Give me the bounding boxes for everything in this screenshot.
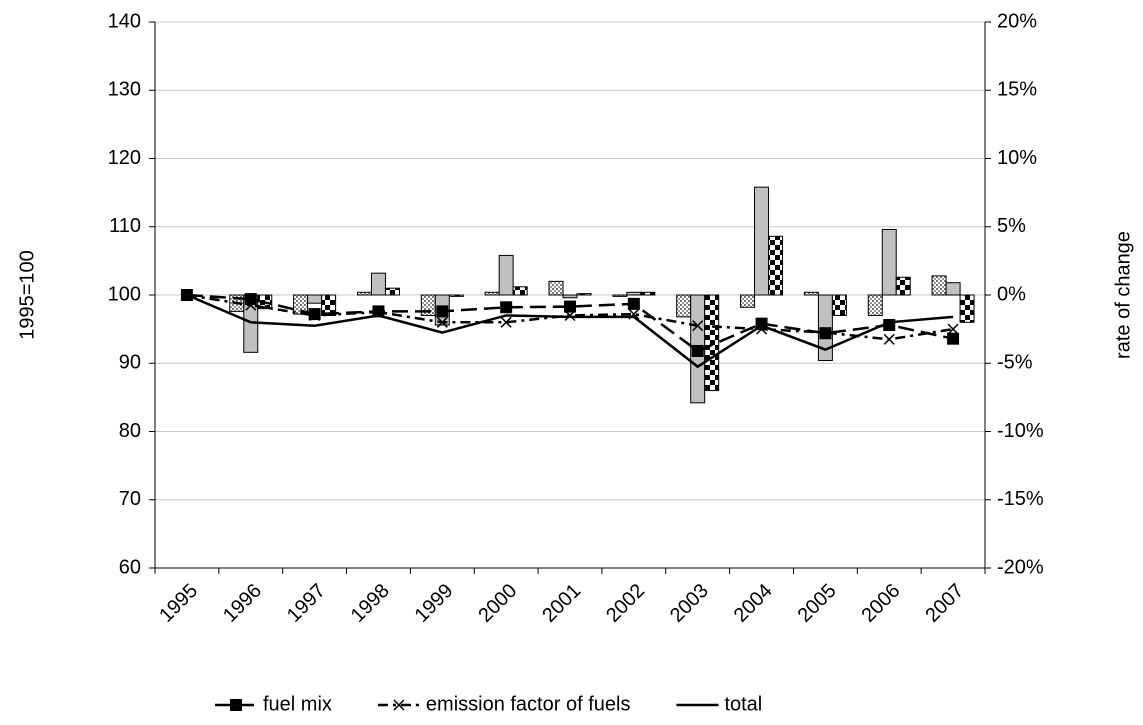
bar [931, 275, 947, 296]
bar [881, 228, 897, 296]
y-tick-label: 60 [119, 556, 141, 578]
bar [448, 294, 464, 297]
x-tick-label: 2000 [474, 580, 521, 627]
bar [498, 254, 514, 296]
bar [640, 291, 656, 296]
bar [867, 294, 883, 316]
point [245, 299, 257, 311]
point [947, 323, 959, 335]
bar [484, 291, 500, 296]
y2-tick-label: -20% [997, 556, 1044, 578]
bar [576, 293, 592, 296]
point [947, 332, 960, 345]
point [309, 309, 321, 322]
bar [895, 276, 911, 296]
bar [384, 287, 400, 296]
x-tick-label: 1996 [219, 580, 266, 627]
y-axis-title: 1995=100 [16, 250, 38, 340]
x-tick-label: 2004 [730, 580, 777, 627]
y2-tick-label: 15% [997, 79, 1037, 101]
y-tick-label: 110 [109, 215, 141, 237]
legend-label: fuel mix [263, 693, 332, 715]
line [186, 293, 954, 369]
point [883, 333, 895, 345]
x-tick-label: 2002 [602, 580, 649, 627]
legend-marker [393, 699, 405, 711]
x-tick-label: 2005 [794, 580, 841, 627]
bar [768, 235, 784, 296]
point [564, 300, 576, 313]
x-tick-label: 2006 [857, 580, 904, 627]
point [436, 316, 448, 328]
y2-tick-label: -5% [997, 352, 1033, 374]
point [500, 316, 512, 328]
point [181, 289, 193, 301]
point [308, 308, 321, 321]
bar [356, 291, 372, 296]
bar [626, 291, 642, 296]
y-tick-label: 100 [108, 283, 141, 305]
y-tick-label: 90 [119, 352, 141, 374]
bar [754, 186, 770, 296]
bar [612, 294, 628, 297]
y2-tick-label: 20% [997, 10, 1037, 32]
y2-tick-label: 0% [997, 283, 1026, 305]
y2-tick-label: -10% [997, 420, 1044, 442]
bar [562, 294, 578, 299]
x-tick-label: 2001 [538, 580, 585, 627]
bar [945, 282, 961, 296]
y-tick-label: 130 [108, 79, 141, 101]
bar [676, 294, 692, 318]
y-tick-label: 140 [108, 10, 141, 32]
point [819, 327, 831, 339]
y-tick-label: 70 [119, 488, 141, 510]
bar [704, 294, 720, 392]
y2-tick-label: 10% [997, 147, 1037, 169]
bar [740, 294, 756, 308]
legend-marker [230, 699, 242, 711]
point [436, 305, 449, 318]
x-tick-label: 1998 [347, 580, 394, 627]
bar [548, 280, 564, 296]
bar [959, 294, 975, 323]
bar [307, 294, 323, 304]
point [244, 293, 257, 306]
point [692, 320, 704, 332]
x-tick-label: 1997 [283, 580, 330, 627]
legend-label: emission factor of fuels [426, 693, 631, 715]
y2-tick-label: -15% [997, 488, 1044, 510]
x-tick-label: 1995 [155, 580, 202, 627]
y2-tick-label: 5% [997, 215, 1026, 237]
point [500, 301, 513, 314]
y-tick-label: 120 [108, 147, 141, 169]
y2-axis-title: rate of change [1112, 231, 1134, 359]
point [691, 344, 704, 357]
y-tick-label: 80 [119, 420, 141, 442]
point [564, 309, 576, 322]
x-tick-label: 2007 [921, 580, 968, 627]
bar [370, 272, 386, 296]
bar [831, 294, 847, 316]
x-tick-label: 1999 [411, 580, 458, 627]
bar [803, 291, 819, 296]
point [627, 297, 640, 310]
legend-label: total [724, 693, 762, 715]
bar [512, 286, 528, 296]
x-tick-label: 2003 [666, 580, 713, 627]
